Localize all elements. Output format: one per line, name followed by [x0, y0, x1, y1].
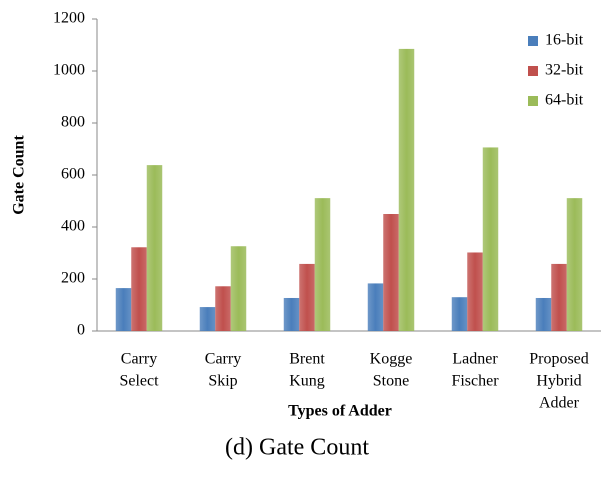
bar: [283, 297, 300, 331]
x-tick-label: Hybrid: [536, 373, 581, 390]
x-tick-label: Kung: [289, 373, 325, 390]
bar: [146, 165, 163, 331]
x-tick-label: Kogge: [370, 351, 413, 368]
bar: [314, 198, 331, 331]
legend-swatch: [528, 96, 538, 106]
y-tick-label: 800: [61, 114, 85, 131]
y-axis-label: Gate Count: [11, 135, 28, 215]
bar: [230, 246, 247, 331]
y-tick-label: 600: [61, 166, 85, 183]
bar: [551, 263, 567, 331]
x-tick-label: Brent: [289, 351, 325, 368]
bar: [115, 288, 132, 331]
bar: [566, 198, 583, 331]
x-tick-label: Ladner: [452, 351, 498, 368]
x-axis-label: Types of Adder: [288, 403, 392, 420]
x-tick-label: Proposed: [529, 351, 589, 368]
bar: [535, 297, 552, 331]
bar: [199, 307, 216, 331]
legend-label: 64-bit: [545, 92, 584, 109]
bar: [215, 286, 231, 331]
y-tick-label: 400: [61, 218, 85, 235]
x-tick-label: Carry: [121, 351, 157, 368]
bar: [482, 147, 499, 331]
legend-label: 32-bit: [545, 62, 584, 79]
y-tick-label: 1200: [53, 10, 85, 27]
x-tick-label: Skip: [208, 373, 237, 390]
bar: [383, 214, 399, 331]
x-tick-label: Adder: [539, 395, 580, 412]
bar: [299, 263, 315, 331]
x-tick-label: Stone: [373, 373, 409, 390]
bar: [367, 283, 384, 331]
bar: [451, 297, 468, 331]
chart-title: (d) Gate Count: [225, 435, 369, 461]
x-tick-label: Fischer: [451, 373, 499, 390]
bar: [467, 252, 483, 331]
legend-swatch: [528, 36, 538, 46]
y-tick-label: 0: [77, 322, 85, 339]
bar: [131, 247, 147, 331]
legend-label: 16-bit: [545, 32, 584, 49]
bar: [398, 48, 415, 332]
y-tick-label: 1000: [53, 62, 85, 79]
x-tick-label: Carry: [205, 351, 241, 368]
y-tick-label: 200: [61, 270, 85, 287]
legend-swatch: [528, 66, 538, 76]
x-tick-label: Select: [119, 373, 159, 390]
